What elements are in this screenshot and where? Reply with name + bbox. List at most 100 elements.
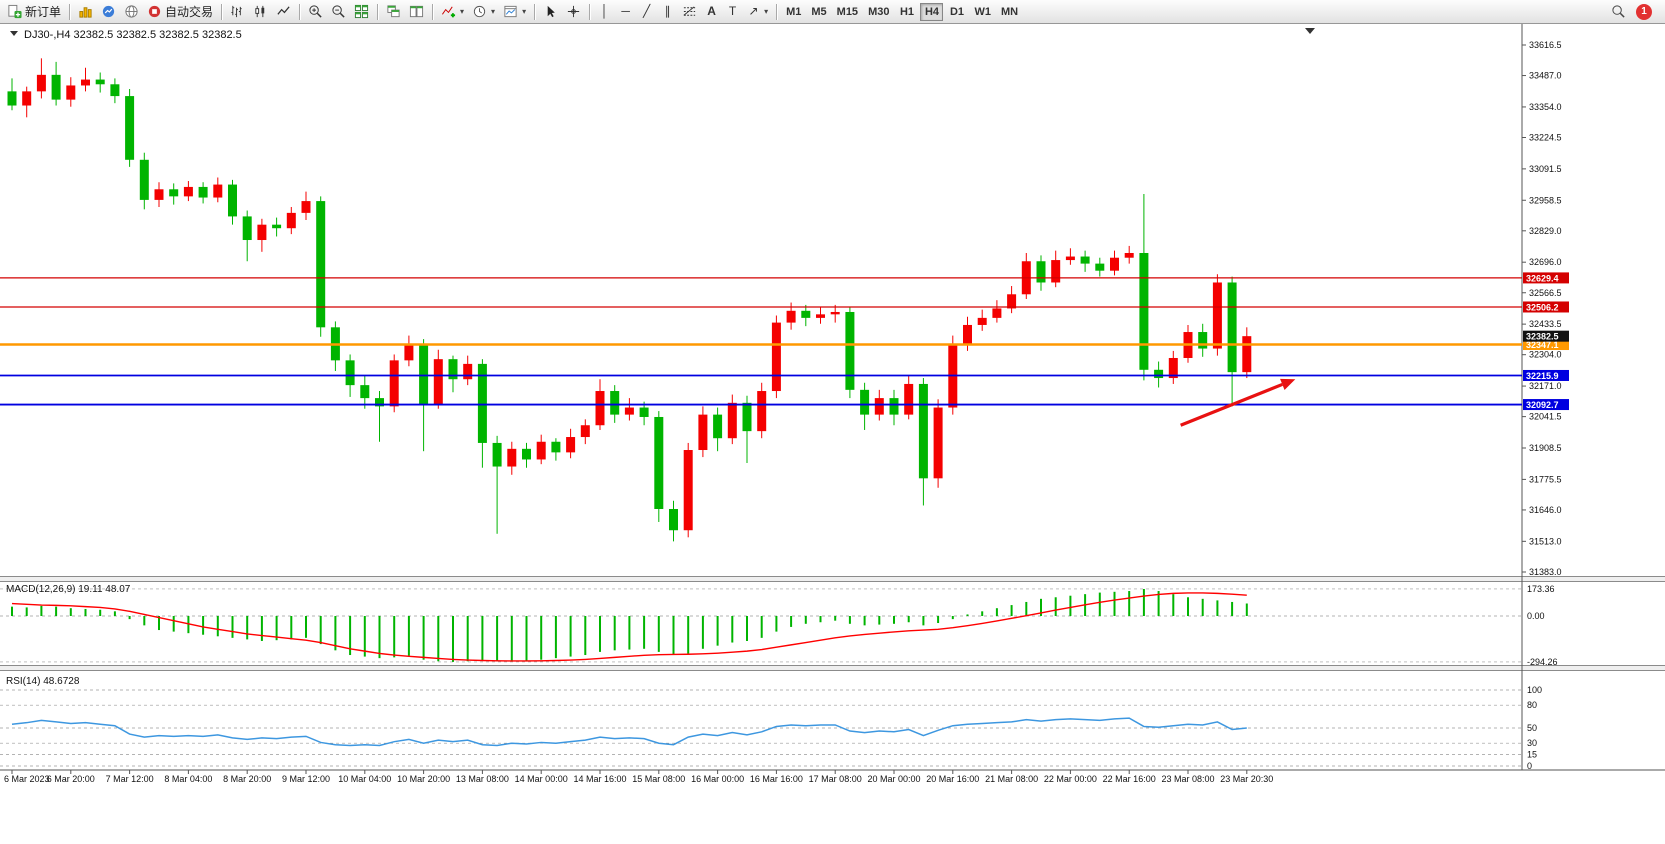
search-button[interactable] [1607,2,1630,22]
current-price-badge [1523,330,1569,342]
macd-axis-label: 173.36 [1527,584,1555,594]
tile-windows-button[interactable] [350,2,373,22]
candle-body [889,398,899,415]
candle-body [1095,263,1105,271]
candlestick-type-icon [255,5,265,18]
price-badge [1523,399,1569,411]
channel-tool-button[interactable]: ∥ [657,2,678,22]
candle-body [1227,282,1237,373]
timeframe-mn-button[interactable]: MN [997,3,1022,21]
timeframe-m5-button[interactable]: M5 [807,3,830,21]
line-chart-type-button[interactable] [272,2,295,22]
candle-body [1110,257,1119,271]
candle-body [1036,261,1046,283]
timeframe-m15-button[interactable]: M15 [833,3,862,21]
rsi-axis-label: 30 [1527,738,1537,748]
price-axis-label: 31908.5 [1529,443,1562,453]
auto-trading-button[interactable]: 自动交易 [143,2,217,22]
price-badge [1523,272,1569,284]
dropdown-caret: ▾ [522,7,527,16]
label-tool-button[interactable]: T [722,2,743,22]
candle-body [154,189,164,200]
price-axis-label: 31383.0 [1529,567,1562,577]
candle-body [242,216,252,241]
toolbar-separator [69,3,71,20]
crosshair-tool-button[interactable] [562,2,585,22]
candlestick-type-button[interactable] [249,2,272,22]
time-axis-label: 8 Mar 20:00 [223,774,271,784]
period-button[interactable]: ▾ [468,2,499,22]
timeframe-m1-button[interactable]: M1 [782,3,805,21]
cascade-windows-button[interactable] [382,2,405,22]
notification-count: 1 [1641,6,1647,17]
time-axis-label: 22 Mar 16:00 [1103,774,1156,784]
bar-chart-type-button[interactable] [226,2,249,22]
chart-menu-triangle-icon[interactable] [10,31,18,36]
candle-body [286,212,296,229]
macd-label: MACD(12,26,9) 19.11 48.07 [6,584,131,595]
candle-body [1124,252,1134,258]
fibonacci-tool-button[interactable] [678,2,701,22]
rsi-axis-label: 0 [1527,761,1532,771]
candle-body [477,363,487,443]
price-axis-label: 32304.0 [1529,350,1562,360]
zoom-out-button[interactable] [327,2,350,22]
chart-shift-marker-icon[interactable] [1305,28,1315,34]
candle-body [36,74,46,92]
market-watch-button[interactable] [97,2,120,22]
auto-trading-icon [148,5,161,18]
price-axis-label: 32696.0 [1529,257,1562,267]
candle-body [669,509,678,531]
candle-body [904,383,914,415]
timeframe-w1-button[interactable]: W1 [970,3,995,21]
community-button[interactable] [120,2,143,22]
macd-axis-label: -294.26 [1527,657,1558,667]
add-indicator-button[interactable]: ▾ [437,2,468,22]
price-axis-label: 33354.0 [1529,102,1562,112]
candle-body [1065,256,1075,261]
new-order-button[interactable]: 新订单 [3,2,65,22]
notification-badge[interactable]: 1 [1636,3,1652,20]
price-axis-label: 32958.5 [1529,195,1562,205]
candle-body [963,324,972,344]
chart-bg[interactable] [0,24,1665,844]
candle-body [81,79,90,86]
cursor-tool-button[interactable] [539,2,562,22]
vertical-line-tool-button[interactable]: │ [594,2,615,22]
candle-body [169,189,179,197]
timeframe-d1-button[interactable]: D1 [945,3,968,21]
price-axis-label: 32433.5 [1529,319,1562,329]
candle-body [742,402,752,432]
time-axis-label: 6 Mar 20:00 [47,774,95,784]
trendline-icon: ╱ [642,4,651,18]
time-axis-label: 10 Mar 04:00 [338,774,391,784]
timeframe-toolbar: M1 M5 M15 M30 H1 H4 D1 W1 MN [781,2,1023,21]
time-axis-label: 20 Mar 00:00 [867,774,920,784]
label-icon: T [728,4,737,18]
annotation-arrow[interactable] [1180,382,1283,427]
timeframe-h4-button[interactable]: H4 [920,2,944,21]
zoom-in-button[interactable] [304,2,327,22]
horizontal-line-tool-button[interactable]: ─ [615,2,636,22]
candle-body [845,311,855,390]
price-axis-label: 32171.0 [1529,381,1562,391]
toolbar-separator [589,3,591,20]
text-tool-button[interactable]: A [701,2,722,22]
trendline-tool-button[interactable]: ╱ [636,2,657,22]
candle-body [404,343,414,361]
price-axis-label: 31775.5 [1529,474,1562,484]
candle-body [786,310,796,323]
charts-button[interactable] [74,2,97,22]
tile-vertical-button[interactable] [405,2,428,22]
candle-body [683,450,693,531]
price-axis-label: 31513.0 [1529,536,1562,546]
toolbar-separator [221,3,223,20]
candle-body [1242,336,1252,373]
candle-body [1007,294,1017,309]
timeframe-h1-button[interactable]: H1 [895,3,918,21]
arrows-tool-button[interactable]: ↗ ▾ [743,2,772,22]
toolbar-separator [432,3,434,20]
timeframe-m30-button[interactable]: M30 [864,3,893,21]
template-button[interactable]: ▾ [499,2,530,22]
